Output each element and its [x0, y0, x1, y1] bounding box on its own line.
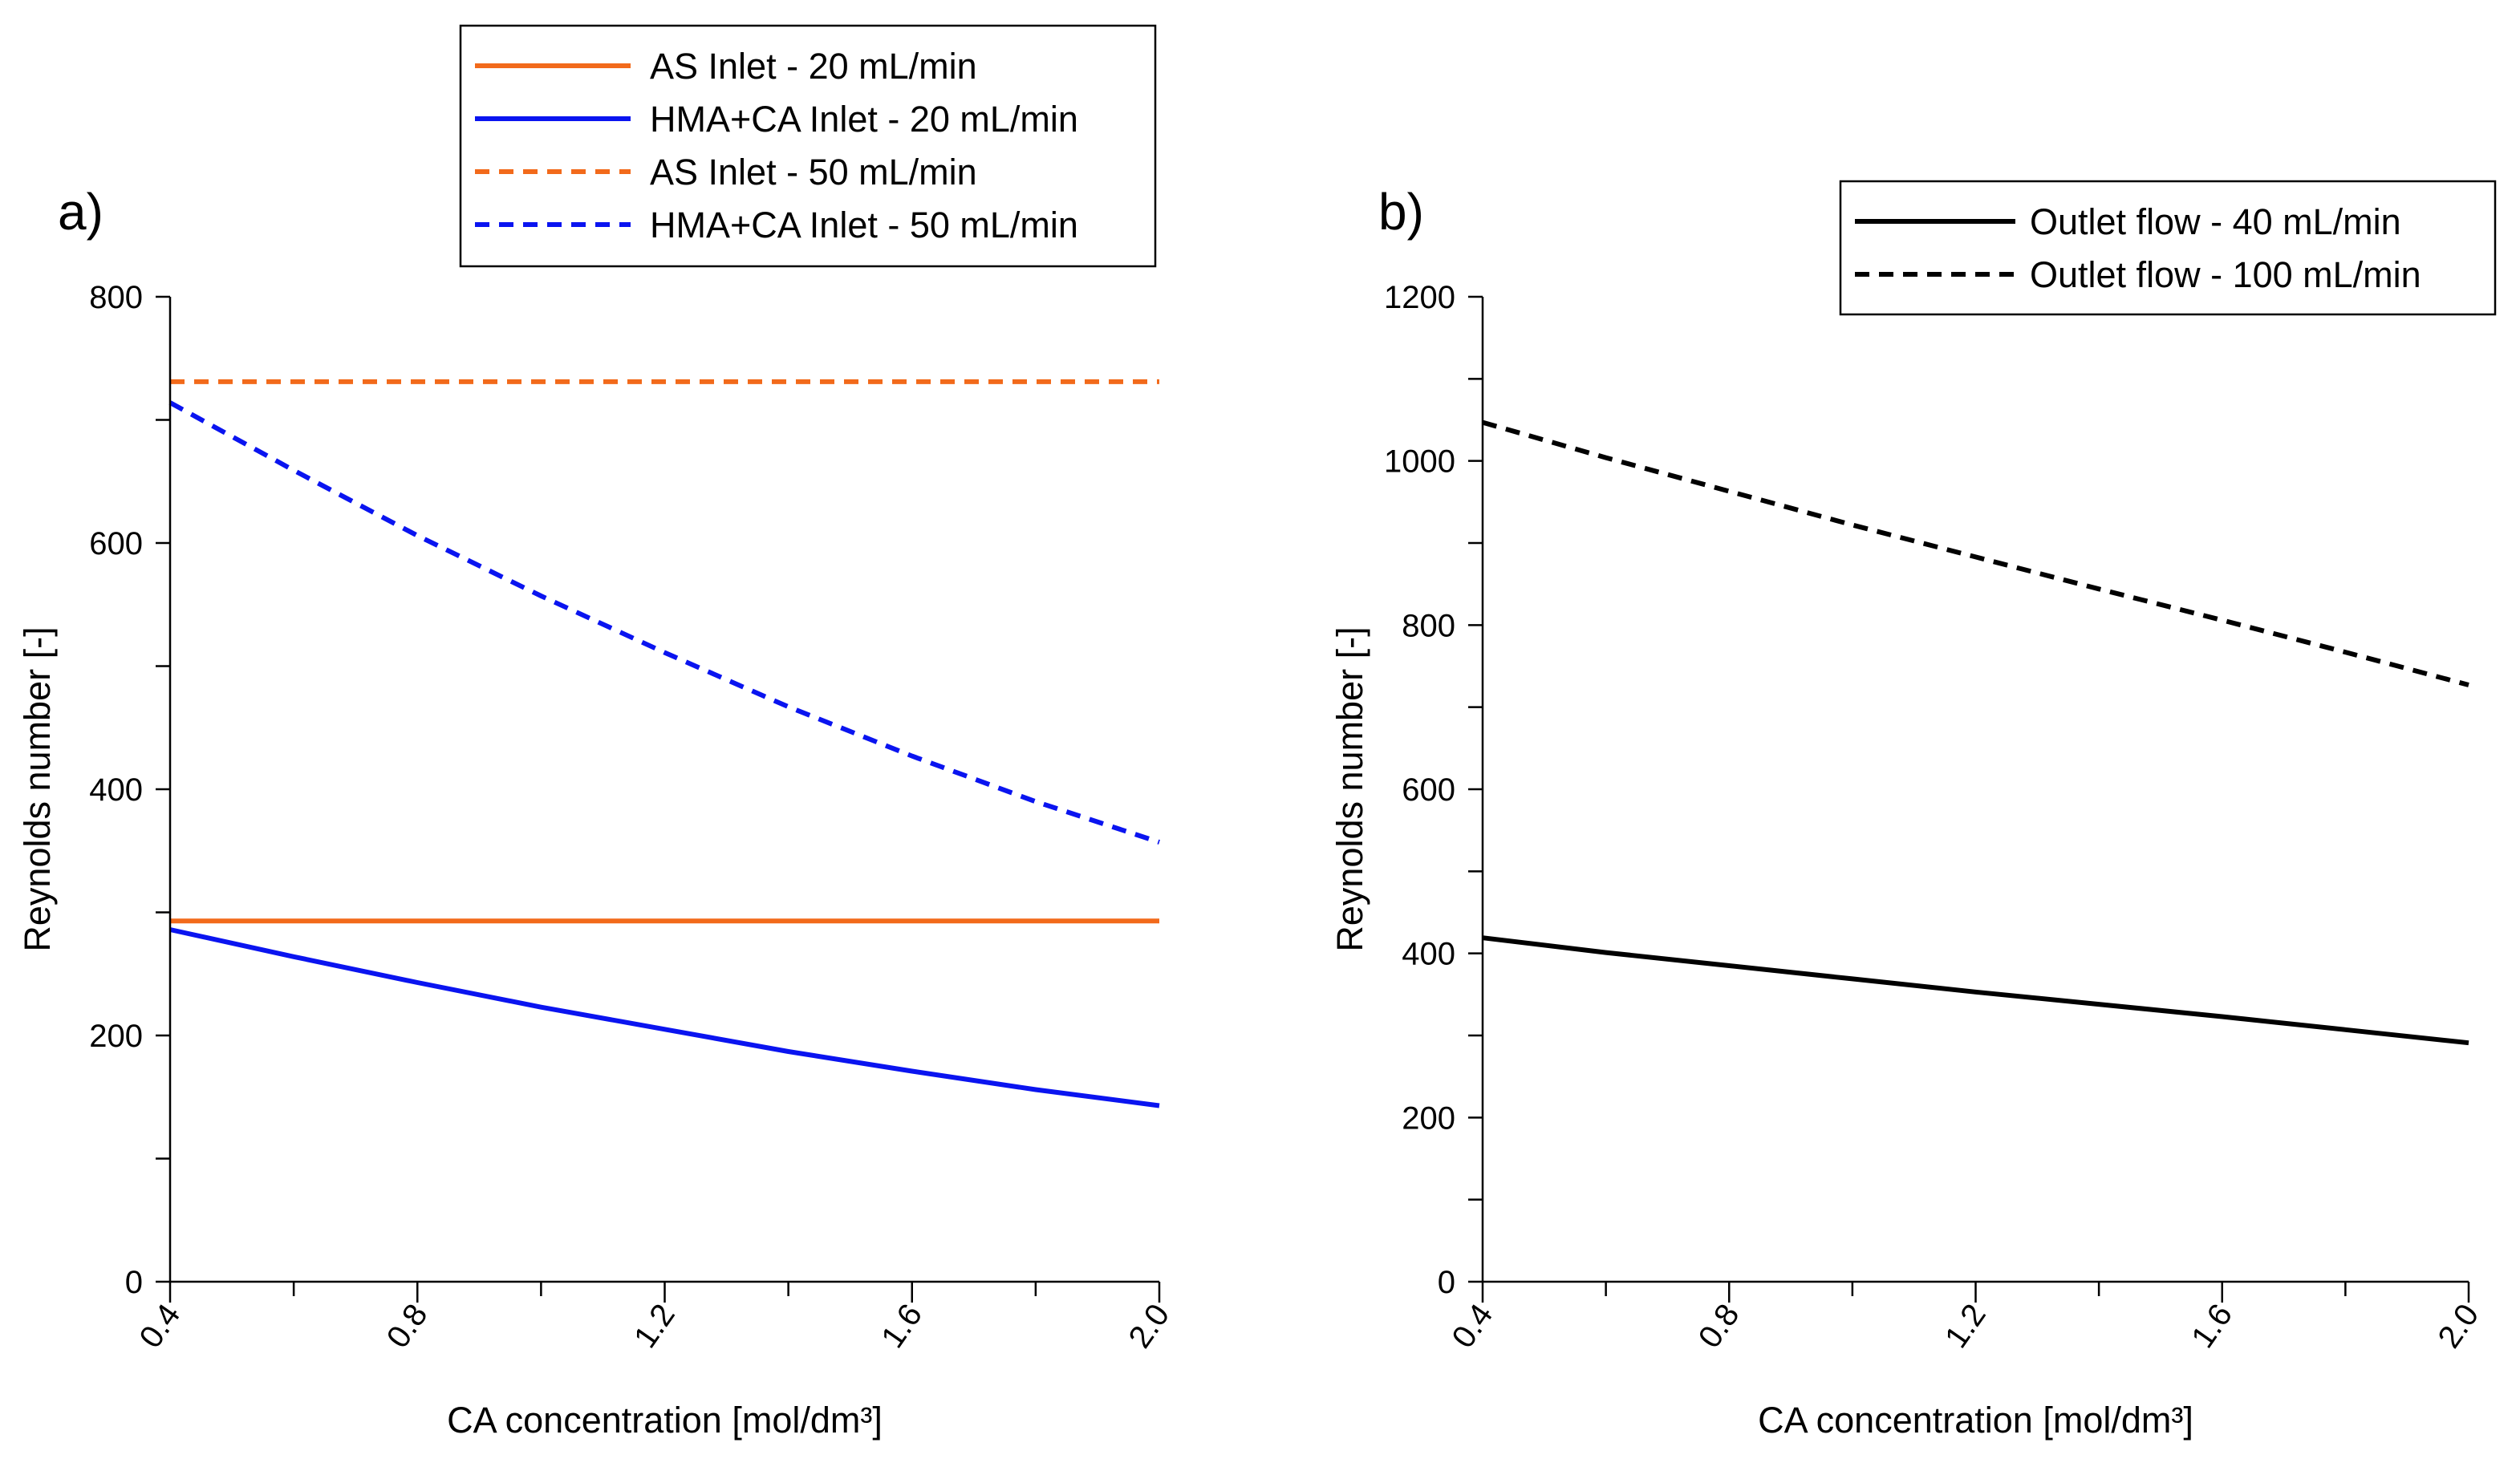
y-tick-label: 600 [89, 526, 143, 561]
panel-b-legend: Outlet flow - 40 mL/min Outlet flow - 100… [1839, 180, 2497, 316]
x-tick-label: 1.6 [2185, 1298, 2239, 1355]
y-tick-label: 200 [89, 1019, 143, 1054]
y-tick-label: 0 [1438, 1265, 1455, 1300]
panel-b-ticks: 0 200 400 600 800 1000 1200 0.4 0.8 1.2 1.6 2.0 [1384, 280, 2486, 1355]
chart-panel-a: a) 0 200 400 600 800 0.4 0.8 1.2 1.6 2.0 Reynolds… [17, 24, 1176, 1441]
y-tick-label: 400 [1402, 937, 1455, 972]
legend-label: HMA+CA Inlet - 50 mL/min [650, 205, 1078, 245]
x-tick-label: 0.4 [132, 1298, 187, 1355]
series-line-1 [1482, 935, 2469, 1046]
legend-label: Outlet flow - 100 mL/min [2030, 254, 2421, 295]
y-tick-label: 0 [125, 1265, 143, 1300]
panel-a-y-axis-title: Reynolds number [-] [17, 626, 58, 951]
legend-label: Outlet flow - 40 mL/min [2030, 201, 2401, 242]
panel-b-series [1482, 419, 2469, 1046]
legend-label: AS Inlet - 50 mL/min [650, 152, 977, 192]
panel-b-y-axis-title: Reynolds number [-] [1329, 626, 1370, 951]
panel-a-label: a) [58, 183, 103, 241]
y-tick-label: 600 [1402, 772, 1455, 808]
x-tick-label: 1.6 [874, 1298, 929, 1355]
y-tick-label: 400 [89, 772, 143, 808]
x-tick-label: 0.8 [1692, 1298, 1747, 1355]
x-tick-label: 2.0 [2431, 1298, 2486, 1355]
x-tick-label: 2.0 [1122, 1298, 1176, 1355]
panel-b-x-axis-title: CA concentration [mol/dm³] [1758, 1400, 2193, 1441]
y-tick-label: 800 [1402, 608, 1455, 643]
series-line-4 [168, 400, 1160, 845]
x-tick-label: 1.2 [627, 1298, 682, 1355]
panel-b-label: b) [1378, 183, 1424, 241]
legend-label: AS Inlet - 20 mL/min [650, 46, 977, 87]
series-line-2 [1482, 419, 2469, 687]
legend-label: HMA+CA Inlet - 20 mL/min [650, 99, 1078, 140]
panel-a-series [168, 379, 1160, 1108]
panel-a-legend: AS Inlet - 20 mL/min HMA+CA Inlet - 20 mL… [459, 24, 1157, 268]
panel-a-ticks: 0 200 400 600 800 0.4 0.8 1.2 1.6 2.0 [89, 280, 1176, 1355]
x-tick-label: 0.4 [1445, 1298, 1499, 1355]
x-tick-label: 0.8 [380, 1298, 435, 1355]
y-tick-label: 800 [89, 280, 143, 315]
series-line-2 [169, 927, 1160, 1108]
y-tick-label: 1200 [1384, 280, 1455, 315]
y-tick-label: 200 [1402, 1100, 1455, 1136]
legend-box [1839, 180, 2497, 316]
panel-a-x-axis-title: CA concentration [mol/dm³] [447, 1400, 883, 1441]
y-tick-label: 1000 [1384, 444, 1455, 480]
x-tick-label: 1.2 [1938, 1298, 1993, 1355]
